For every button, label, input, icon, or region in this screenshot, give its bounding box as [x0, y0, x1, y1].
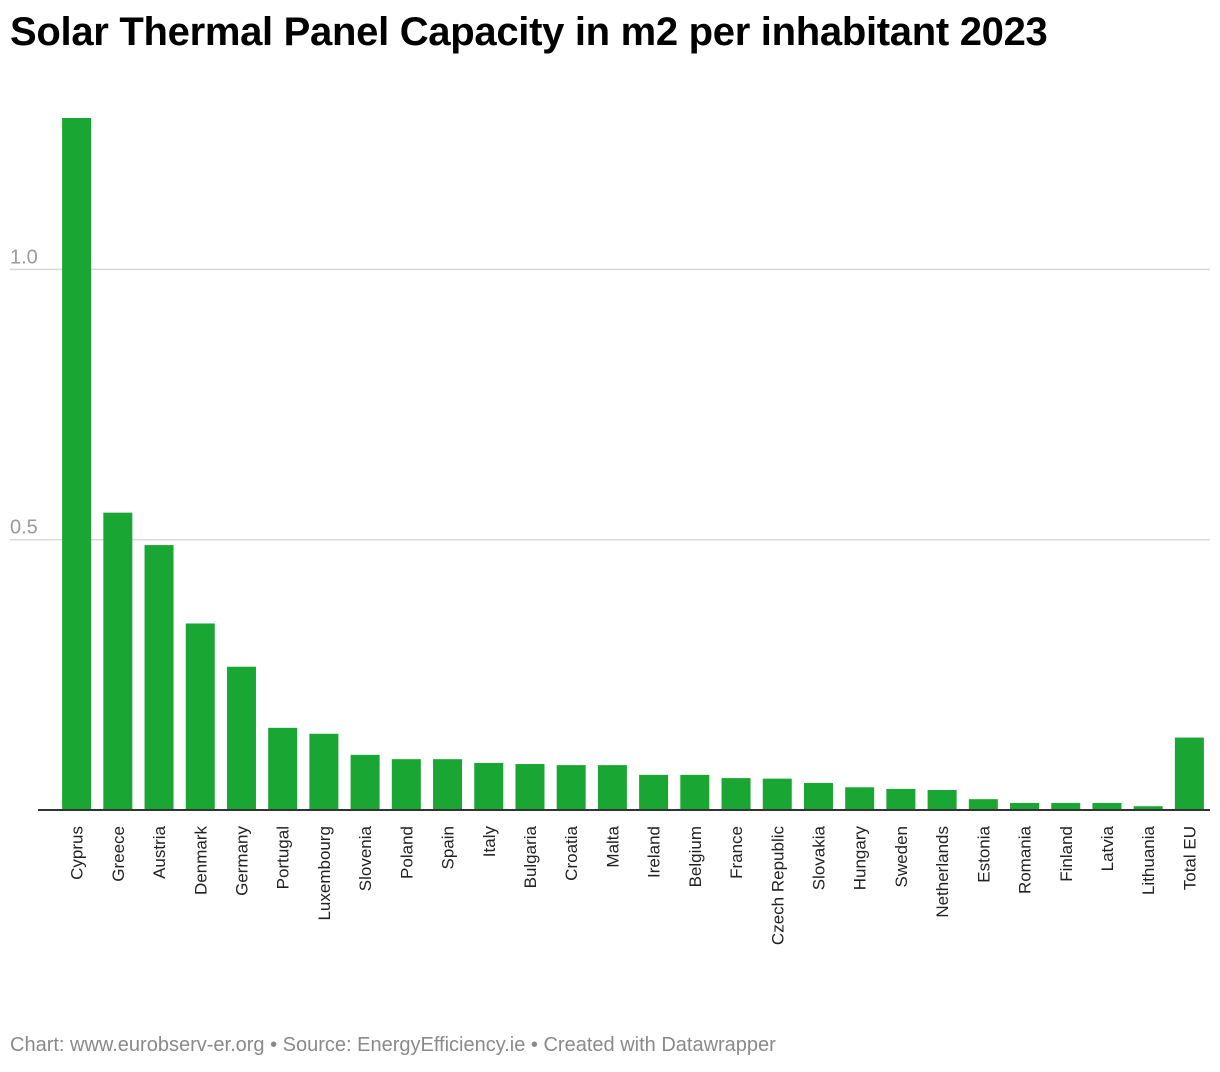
- gridlines: 0.5 1.0: [10, 246, 1210, 541]
- bar-czech-republic[interactable]: [762, 778, 792, 810]
- bar-austria[interactable]: [144, 545, 174, 810]
- chart-title: Solar Thermal Panel Capacity in m2 per i…: [10, 10, 1048, 54]
- bar-netherlands[interactable]: [927, 789, 957, 810]
- bar-poland[interactable]: [391, 759, 421, 810]
- bar-portugal[interactable]: [268, 727, 298, 810]
- x-tick-label: Hungary: [851, 826, 870, 891]
- bar-france[interactable]: [721, 778, 751, 810]
- x-tick-label: Luxembourg: [315, 826, 334, 921]
- x-axis: Cyprus Greece Austria Denmark Germany Portuga…: [38, 809, 1210, 946]
- bar-spain[interactable]: [433, 759, 463, 810]
- bar-latvia[interactable]: [1092, 802, 1122, 810]
- bar-slovenia[interactable]: [350, 754, 380, 810]
- x-tick-label: Germany: [232, 826, 251, 896]
- x-tick-label: Sweden: [892, 826, 911, 887]
- y-tick-label: 0.5: [10, 517, 38, 539]
- x-tick-label: Total EU: [1180, 826, 1199, 890]
- x-tick-label: Latvia: [1098, 825, 1117, 871]
- x-tick-label: Cyprus: [68, 826, 87, 880]
- x-tick-label: Italy: [480, 826, 499, 858]
- x-tick-label: Austria: [150, 825, 169, 878]
- bar-cyprus[interactable]: [62, 118, 92, 810]
- x-tick-label: Czech Republic: [768, 826, 787, 946]
- chart-footer: Chart: www.eurobserv-er.org • Source: En…: [10, 1034, 776, 1056]
- x-tick-label: Slovenia: [356, 825, 375, 891]
- bar-estonia[interactable]: [968, 799, 998, 810]
- bar-greece[interactable]: [103, 512, 133, 810]
- x-tick-label: Portugal: [274, 826, 293, 889]
- bar-lithuania[interactable]: [1133, 806, 1163, 810]
- bar-bulgaria[interactable]: [515, 764, 545, 810]
- x-tick-label: France: [727, 826, 746, 879]
- bar-denmark[interactable]: [185, 623, 215, 810]
- x-tick-label: Estonia: [974, 825, 993, 882]
- bar-malta[interactable]: [597, 765, 627, 810]
- x-tick-label: Poland: [397, 826, 416, 879]
- x-tick-label: Malta: [603, 825, 622, 867]
- x-tick-label: Romania: [1016, 825, 1035, 894]
- bar-belgium[interactable]: [680, 774, 710, 810]
- x-tick-label: Ireland: [645, 826, 664, 878]
- x-tick-label: Finland: [1057, 826, 1076, 882]
- x-tick-label: Spain: [439, 826, 458, 869]
- y-tick-label: 1.0: [10, 246, 38, 268]
- bar-finland[interactable]: [1051, 802, 1081, 810]
- bar-chart: 0.5 1.0 Cyprus Greece Austria Denmark Germany…: [10, 118, 1210, 946]
- bar-total-eu[interactable]: [1174, 737, 1204, 810]
- x-tick-label: Lithuania: [1139, 825, 1158, 895]
- bar-sweden[interactable]: [886, 788, 916, 810]
- bar-croatia[interactable]: [556, 765, 586, 810]
- bar-slovakia[interactable]: [803, 782, 833, 810]
- x-tick-label: Belgium: [686, 826, 705, 887]
- bar-romania[interactable]: [1010, 802, 1040, 810]
- x-tick-label: Greece: [109, 826, 128, 882]
- x-tick-label: Slovakia: [809, 825, 828, 890]
- x-tick-label: Bulgaria: [521, 825, 540, 888]
- bar-hungary[interactable]: [845, 787, 875, 810]
- bar-germany[interactable]: [226, 666, 256, 810]
- x-tick-label: Croatia: [562, 825, 581, 880]
- bars: [62, 118, 1204, 810]
- bar-italy[interactable]: [474, 762, 504, 810]
- bar-luxembourg[interactable]: [309, 733, 339, 810]
- x-tick-label: Denmark: [191, 826, 210, 895]
- x-tick-label: Netherlands: [933, 826, 952, 918]
- bar-ireland[interactable]: [639, 774, 669, 810]
